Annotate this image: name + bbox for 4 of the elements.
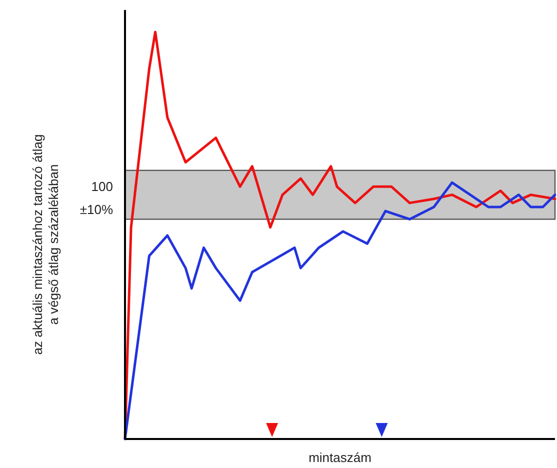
x-axis-title: mintaszám bbox=[308, 450, 372, 465]
y-axis-title: az aktuális mintaszánhoz tartozó átlag a végső átlag százalékában bbox=[30, 134, 61, 355]
band-label: ±10% bbox=[80, 202, 114, 217]
text: 100 bbox=[91, 178, 113, 194]
